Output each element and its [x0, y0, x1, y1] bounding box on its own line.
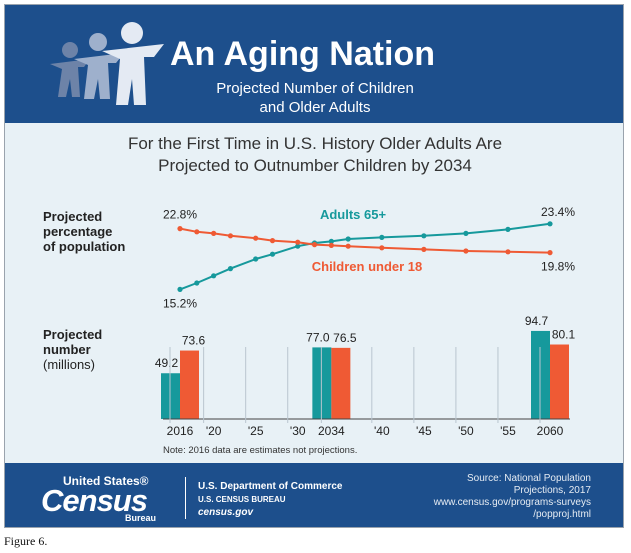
data-label: 23.4% — [541, 205, 575, 219]
data-point — [345, 243, 351, 249]
percentage-label-line-1: Projected — [43, 209, 103, 224]
data-point — [227, 266, 234, 272]
bar-value-label: 73.6 — [182, 334, 206, 348]
x-tick-label: 2034 — [318, 424, 345, 438]
x-tick-label: '45 — [416, 424, 432, 438]
chart-svg: 15.2% 23.4% 22.8% 19.8% Adults 65+ Children u… — [155, 205, 576, 438]
bar-children — [331, 347, 351, 419]
data-point — [505, 226, 511, 232]
data-point — [227, 233, 234, 239]
data-point — [177, 226, 183, 232]
data-point — [547, 250, 553, 256]
data-point — [328, 242, 334, 248]
headline-line-1: For the First Time in U.S. History Older… — [127, 134, 503, 153]
bar-value-label: 76.5 — [333, 331, 357, 345]
number-label-line-1: Projected — [43, 327, 103, 342]
data-point — [547, 221, 553, 227]
website-link[interactable]: census.gov — [198, 507, 254, 518]
data-point — [421, 246, 427, 252]
series-label-adults: Adults 65+ — [320, 207, 387, 222]
bar-value-label: 77.0 — [306, 330, 330, 344]
x-tick-label: '30 — [290, 424, 306, 438]
series-line-children — [179, 227, 551, 254]
headline-line-2: Projected to Outnumber Children by 2034 — [158, 156, 472, 175]
footer-divider — [185, 477, 186, 519]
bureau-name: U.S. CENSUS BUREAU — [198, 495, 286, 504]
percentage-label-line-2: percentage — [43, 224, 113, 239]
number-panel-label: Projected number (millions) — [43, 327, 102, 372]
data-point — [295, 239, 301, 245]
chart-panel: For the First Time in U.S. History Older… — [5, 123, 623, 463]
source-citation: Source: National Population Projections,… — [371, 473, 591, 521]
data-point — [379, 234, 385, 240]
chart-note: Note: 2016 data are estimates not projec… — [163, 445, 358, 456]
x-tick-label: '55 — [500, 424, 516, 438]
figure-caption: Figure 6. — [4, 534, 48, 548]
logo-united-states: United States® — [63, 474, 149, 488]
source-line-1: Source: National Population — [467, 473, 591, 484]
data-point — [211, 230, 217, 236]
number-label-line-2: number — [43, 342, 91, 357]
data-point — [253, 256, 259, 262]
bar-value-label: 49.2 — [155, 356, 179, 370]
data-point — [194, 280, 200, 286]
bar-children — [550, 344, 569, 419]
data-label: 19.8% — [541, 260, 575, 274]
page-subtitle: Projected Number of Children and Older A… — [195, 79, 435, 117]
data-point — [269, 251, 276, 257]
series-line-adults — [179, 222, 551, 291]
data-point — [269, 238, 276, 244]
data-point — [194, 229, 200, 235]
x-tick-label: '20 — [206, 424, 222, 438]
series-label-children: Children under 18 — [312, 259, 423, 274]
x-tick-label: 2060 — [537, 424, 564, 438]
data-point — [177, 286, 183, 292]
bar-value-label: 80.1 — [552, 328, 576, 342]
percentage-panel-label: Projected percentage of population — [43, 209, 125, 254]
data-point — [253, 235, 259, 241]
census-logo: Census — [41, 483, 148, 518]
x-tick-label: '40 — [374, 424, 390, 438]
data-point — [328, 238, 334, 244]
x-tick-label: '50 — [458, 424, 474, 438]
bar-children — [180, 350, 199, 419]
header-banner: An Aging Nation Projected Number of Chil… — [5, 5, 623, 123]
page-title: An Aging Nation — [170, 35, 436, 73]
data-label: 15.2% — [163, 296, 197, 310]
footer: United States® Census Bureau U.S. Depart… — [5, 463, 623, 527]
data-point — [295, 243, 301, 249]
data-point — [421, 233, 427, 239]
subtitle-line-2: and Older Adults — [259, 99, 371, 116]
data-label: 22.8% — [163, 208, 197, 222]
data-point — [379, 245, 385, 251]
department-name: U.S. Department of Commerce — [198, 481, 343, 492]
source-line-2: Projections, 2017 — [513, 485, 591, 496]
x-tick-label: '25 — [248, 424, 264, 438]
data-point — [211, 273, 217, 279]
people-icon — [50, 22, 164, 105]
bar-value-label: 94.7 — [525, 314, 549, 328]
data-point — [463, 230, 469, 236]
logo-bureau: Bureau — [125, 513, 157, 523]
headline: For the First Time in U.S. History Older… — [55, 133, 575, 177]
infographic: An Aging Nation Projected Number of Chil… — [4, 4, 624, 528]
data-point — [463, 248, 469, 254]
subtitle-line-1: Projected Number of Children — [216, 80, 414, 97]
data-point — [345, 236, 351, 242]
number-label-line-3: (millions) — [43, 357, 95, 372]
source-line-4[interactable]: /popproj.html — [533, 509, 591, 520]
data-point — [505, 249, 511, 255]
source-line-3[interactable]: www.census.gov/programs-surveys — [433, 497, 591, 508]
x-tick-label: 2016 — [167, 424, 194, 438]
data-point — [311, 242, 318, 248]
percentage-label-line-3: of population — [43, 239, 126, 254]
